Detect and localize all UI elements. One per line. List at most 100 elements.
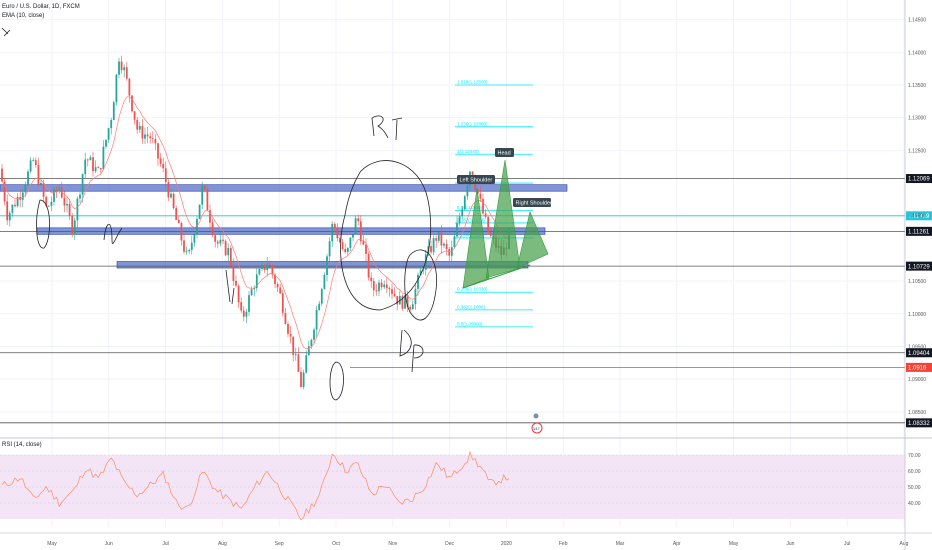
x-tick-label: Jun (786, 541, 794, 547)
horizontal-levels (0, 178, 905, 424)
head-and-shoulders-pattern: Left Shoulder Head Right Shoulder (457, 148, 552, 289)
candle-body (354, 218, 357, 235)
x-tick-label: Oct (332, 541, 340, 547)
fibonacci-levels: 1.618(1.13500) 1.236(1.12860) 1(1.12440) 0.… (455, 79, 533, 328)
candle-body (339, 238, 341, 243)
candle-body (261, 264, 263, 269)
x-tick-label: Dec (445, 541, 454, 547)
left-ellipse (36, 199, 50, 249)
x-tick-label: May (47, 541, 57, 547)
candle-body (331, 223, 334, 242)
rsi-panel (0, 450, 905, 521)
candle-body (219, 239, 222, 244)
candle-body (258, 268, 261, 275)
neckline (462, 264, 531, 289)
x-tick-label: Aug (900, 541, 909, 547)
red-price-tag: 1.0916 (908, 366, 927, 372)
candle-body (167, 182, 170, 198)
right-ellipse (404, 249, 438, 321)
candle-body (14, 204, 16, 207)
candle-body (240, 302, 243, 311)
candle-body (198, 204, 201, 219)
candle-body (271, 265, 274, 275)
fib-label: 0.236(1.10330) (457, 287, 488, 292)
pattern-label-bg (513, 198, 551, 207)
candle-body (175, 208, 178, 220)
sr-zone (116, 261, 529, 269)
candle-body (227, 248, 230, 256)
candle-body (144, 134, 146, 139)
y-tick-label: 1.09500 (908, 344, 926, 350)
rsi-tick-label: 70.00 (908, 453, 921, 459)
candle-body (266, 264, 269, 271)
candle-body (393, 293, 396, 297)
x-tick-label: Nov (388, 541, 397, 547)
fib-label: 1(1.12440) (457, 149, 479, 154)
aug-scribble (225, 269, 235, 305)
candle-body (42, 182, 45, 197)
candle-body (11, 204, 14, 213)
candle-body (305, 355, 308, 373)
candle-body (34, 160, 37, 165)
candle-body (141, 125, 144, 139)
candle-body (396, 296, 399, 305)
candle-body (105, 139, 107, 147)
candle-body (417, 274, 419, 289)
candle-body (352, 234, 354, 238)
x-tick-label: Jun (105, 541, 113, 547)
candle-body (411, 304, 414, 310)
candle-body (16, 197, 19, 207)
rsi-tick-label: 50.00 (908, 485, 921, 491)
candle-body (242, 310, 245, 317)
candle-body (461, 209, 464, 217)
candle-body (188, 249, 191, 252)
candle-body (8, 212, 11, 221)
rsi-line (1, 450, 510, 521)
x-tick-label: Jul (162, 541, 168, 547)
price-tag-bg (906, 418, 932, 428)
candle-body (326, 256, 328, 276)
candle-body (302, 372, 305, 388)
candle-body (185, 251, 188, 253)
x-tick-label: Sep (275, 541, 284, 547)
candle-body (92, 157, 94, 172)
candle-body (479, 193, 482, 199)
candle-body (58, 187, 61, 192)
left-scribble (103, 223, 123, 244)
candle-body (372, 281, 375, 291)
candle-body (328, 241, 331, 257)
candle-body (484, 213, 487, 217)
candle-body (94, 167, 97, 172)
candle-body (318, 303, 321, 311)
price-tag: 1.10729 (908, 264, 930, 270)
candle-body (146, 134, 149, 137)
pattern-label-bg (457, 175, 495, 184)
candle-body (482, 198, 484, 214)
candle-body (131, 95, 133, 112)
candle-body (84, 159, 87, 175)
candle-body (248, 295, 250, 312)
candle-body (3, 181, 6, 202)
candle-body (118, 61, 120, 75)
candle-body (367, 253, 370, 278)
candle-body (440, 231, 443, 246)
event-marker-top-icon (533, 413, 539, 419)
candle-body (419, 270, 422, 275)
candle-body (201, 185, 204, 205)
candle-body (71, 215, 74, 235)
candle-body (378, 282, 380, 292)
candle-body (232, 265, 235, 281)
candle-body (489, 232, 492, 236)
y-tick-label: 1.14500 (908, 18, 926, 24)
candle-body (29, 160, 32, 172)
candle-body (359, 221, 362, 242)
candle-body (151, 138, 154, 140)
price-tag-bg (906, 261, 932, 271)
price-tag: 1.11261 (908, 230, 930, 236)
corner-mark (1, 27, 11, 37)
candle-body (255, 274, 258, 289)
fib-label: 0.382(1.1139) (457, 217, 485, 222)
candle-body (274, 274, 276, 285)
